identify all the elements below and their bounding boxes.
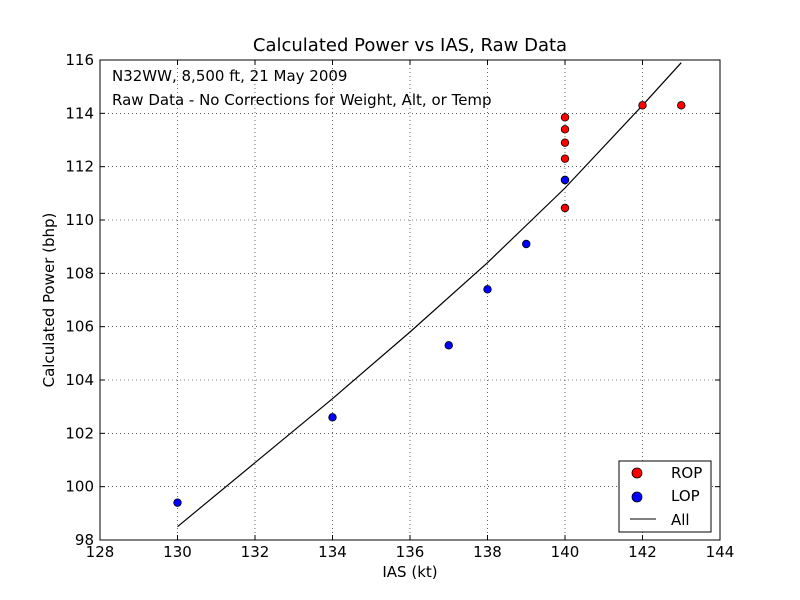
x-tick-label: 142 xyxy=(628,543,657,561)
annotation-aircraft: N32WW, 8,500 ft, 21 May 2009 xyxy=(112,67,347,85)
y-tick-label: 102 xyxy=(65,424,94,442)
data-point-rop xyxy=(677,101,686,110)
legend-all-label: All xyxy=(671,511,690,529)
y-axis-label: Calculated Power (bhp) xyxy=(40,213,58,388)
data-point-lop xyxy=(522,239,531,249)
y-tick-label: 116 xyxy=(65,51,94,69)
legend-lop-marker xyxy=(631,491,643,503)
legend-rop-label: ROP xyxy=(671,464,702,482)
data-point-lop xyxy=(560,175,570,185)
y-tick-label: 106 xyxy=(65,318,94,336)
y-tick-label: 110 xyxy=(65,211,94,229)
x-tick-label: 128 xyxy=(86,543,115,561)
data-point-rop xyxy=(560,138,570,147)
data-point-rop xyxy=(560,125,570,134)
y-tick-label: 108 xyxy=(65,264,94,282)
annotation-raw-data: Raw Data - No Corrections for Weight, Al… xyxy=(112,91,492,109)
chart-title: Calculated Power vs IAS, Raw Data xyxy=(253,35,567,56)
data-point-rop xyxy=(560,113,570,122)
y-tick-label: 100 xyxy=(65,478,94,496)
x-tick-label: 130 xyxy=(163,543,192,561)
legend-rop-marker xyxy=(631,467,643,479)
x-tick-label: 136 xyxy=(396,543,425,561)
legend: ROP LOP All xyxy=(618,460,712,533)
data-point-lop xyxy=(483,285,492,294)
data-point-lop xyxy=(173,498,182,507)
y-tick-label: 104 xyxy=(65,371,94,389)
series-line-all xyxy=(177,62,682,528)
x-tick-label: 138 xyxy=(473,543,502,561)
y-tick-label: 98 xyxy=(75,531,94,549)
x-tick-label: 134 xyxy=(318,543,347,561)
data-point-rop xyxy=(638,101,647,110)
x-tick-label: 132 xyxy=(241,543,270,561)
legend-lop-label: LOP xyxy=(671,487,700,505)
axis-ticks: 128 130 132 134 136 138 140 142 144 98 100 102 104 10… xyxy=(65,51,734,561)
x-axis-label: IAS (kt) xyxy=(382,563,437,581)
data-point-rop xyxy=(560,203,570,213)
data-point-lop xyxy=(444,341,453,350)
x-tick-label: 144 xyxy=(706,543,735,561)
y-tick-label: 114 xyxy=(65,104,94,122)
plot-content xyxy=(173,62,686,528)
x-tick-label: 140 xyxy=(551,543,580,561)
data-point-rop xyxy=(560,154,570,163)
data-point-lop xyxy=(328,413,337,422)
y-tick-label: 112 xyxy=(65,158,94,176)
